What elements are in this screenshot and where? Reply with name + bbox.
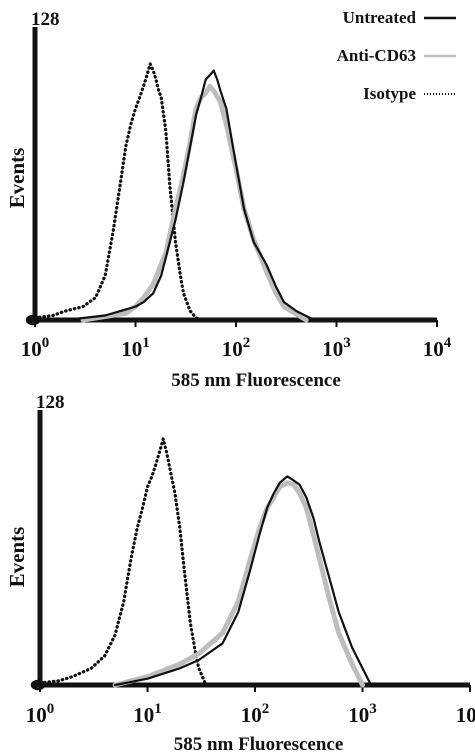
x-tick-base: 10: [423, 337, 444, 361]
legend: Untreated Anti-CD63 Isotype: [337, 8, 456, 103]
x-tick-base: 10: [133, 703, 154, 727]
x-tick-base: 10: [456, 703, 475, 727]
x-tick-base: 10: [26, 703, 47, 727]
axis-origin-marker: [30, 679, 46, 691]
x-tick-exponent: 3: [343, 335, 351, 351]
legend-label: Isotype: [363, 84, 416, 103]
x-tick-exponent: 1: [142, 335, 150, 351]
x-tick-base: 10: [121, 337, 142, 361]
x-tick-label: 104: [423, 335, 452, 361]
x-tick-base: 10: [21, 337, 42, 361]
x-tick-base: 10: [241, 703, 262, 727]
x-tick-base: 10: [348, 703, 369, 727]
x-tick-exponent: 1: [154, 701, 162, 717]
y-max-label: 128: [36, 392, 65, 413]
x-tick-base: 10: [222, 337, 243, 361]
legend-label: Untreated: [343, 8, 417, 27]
x-tick-label: 103: [348, 701, 377, 727]
x-tick-label: 102: [222, 335, 251, 361]
series-line-anti-cd63: [112, 480, 365, 688]
x-tick-label: 104: [456, 701, 475, 727]
x-tick-exponent: 4: [444, 335, 452, 351]
x-tick-label: 100: [26, 701, 55, 727]
series-line-isotype: [38, 437, 208, 687]
y-axis-label: Events: [5, 527, 29, 588]
x-tick-label: 102: [241, 701, 270, 727]
x-axis-label: 585 nm Fluorescence: [171, 370, 341, 391]
x-tick-label: 101: [121, 335, 150, 361]
axis-origin-marker: [25, 314, 41, 326]
x-tick-label: 103: [322, 335, 351, 361]
series-line-untreated: [113, 475, 373, 687]
legend-label: Anti-CD63: [337, 46, 416, 65]
x-tick-base: 10: [322, 337, 343, 361]
x-axis-label: 585 nm Fluorescence: [174, 734, 344, 755]
x-tick-exponent: 0: [42, 335, 50, 351]
series-line-isotype: [33, 62, 203, 322]
x-tick-exponent: 3: [369, 701, 377, 717]
x-tick-exponent: 0: [47, 701, 55, 717]
x-tick-exponent: 2: [243, 335, 251, 351]
x-tick-exponent: 2: [262, 701, 270, 717]
y-axis-label: Events: [5, 148, 29, 209]
series-line-untreated: [64, 69, 316, 322]
y-max-label: 128: [31, 9, 60, 30]
x-tick-label: 101: [133, 701, 162, 727]
x-tick-label: 100: [21, 335, 50, 361]
